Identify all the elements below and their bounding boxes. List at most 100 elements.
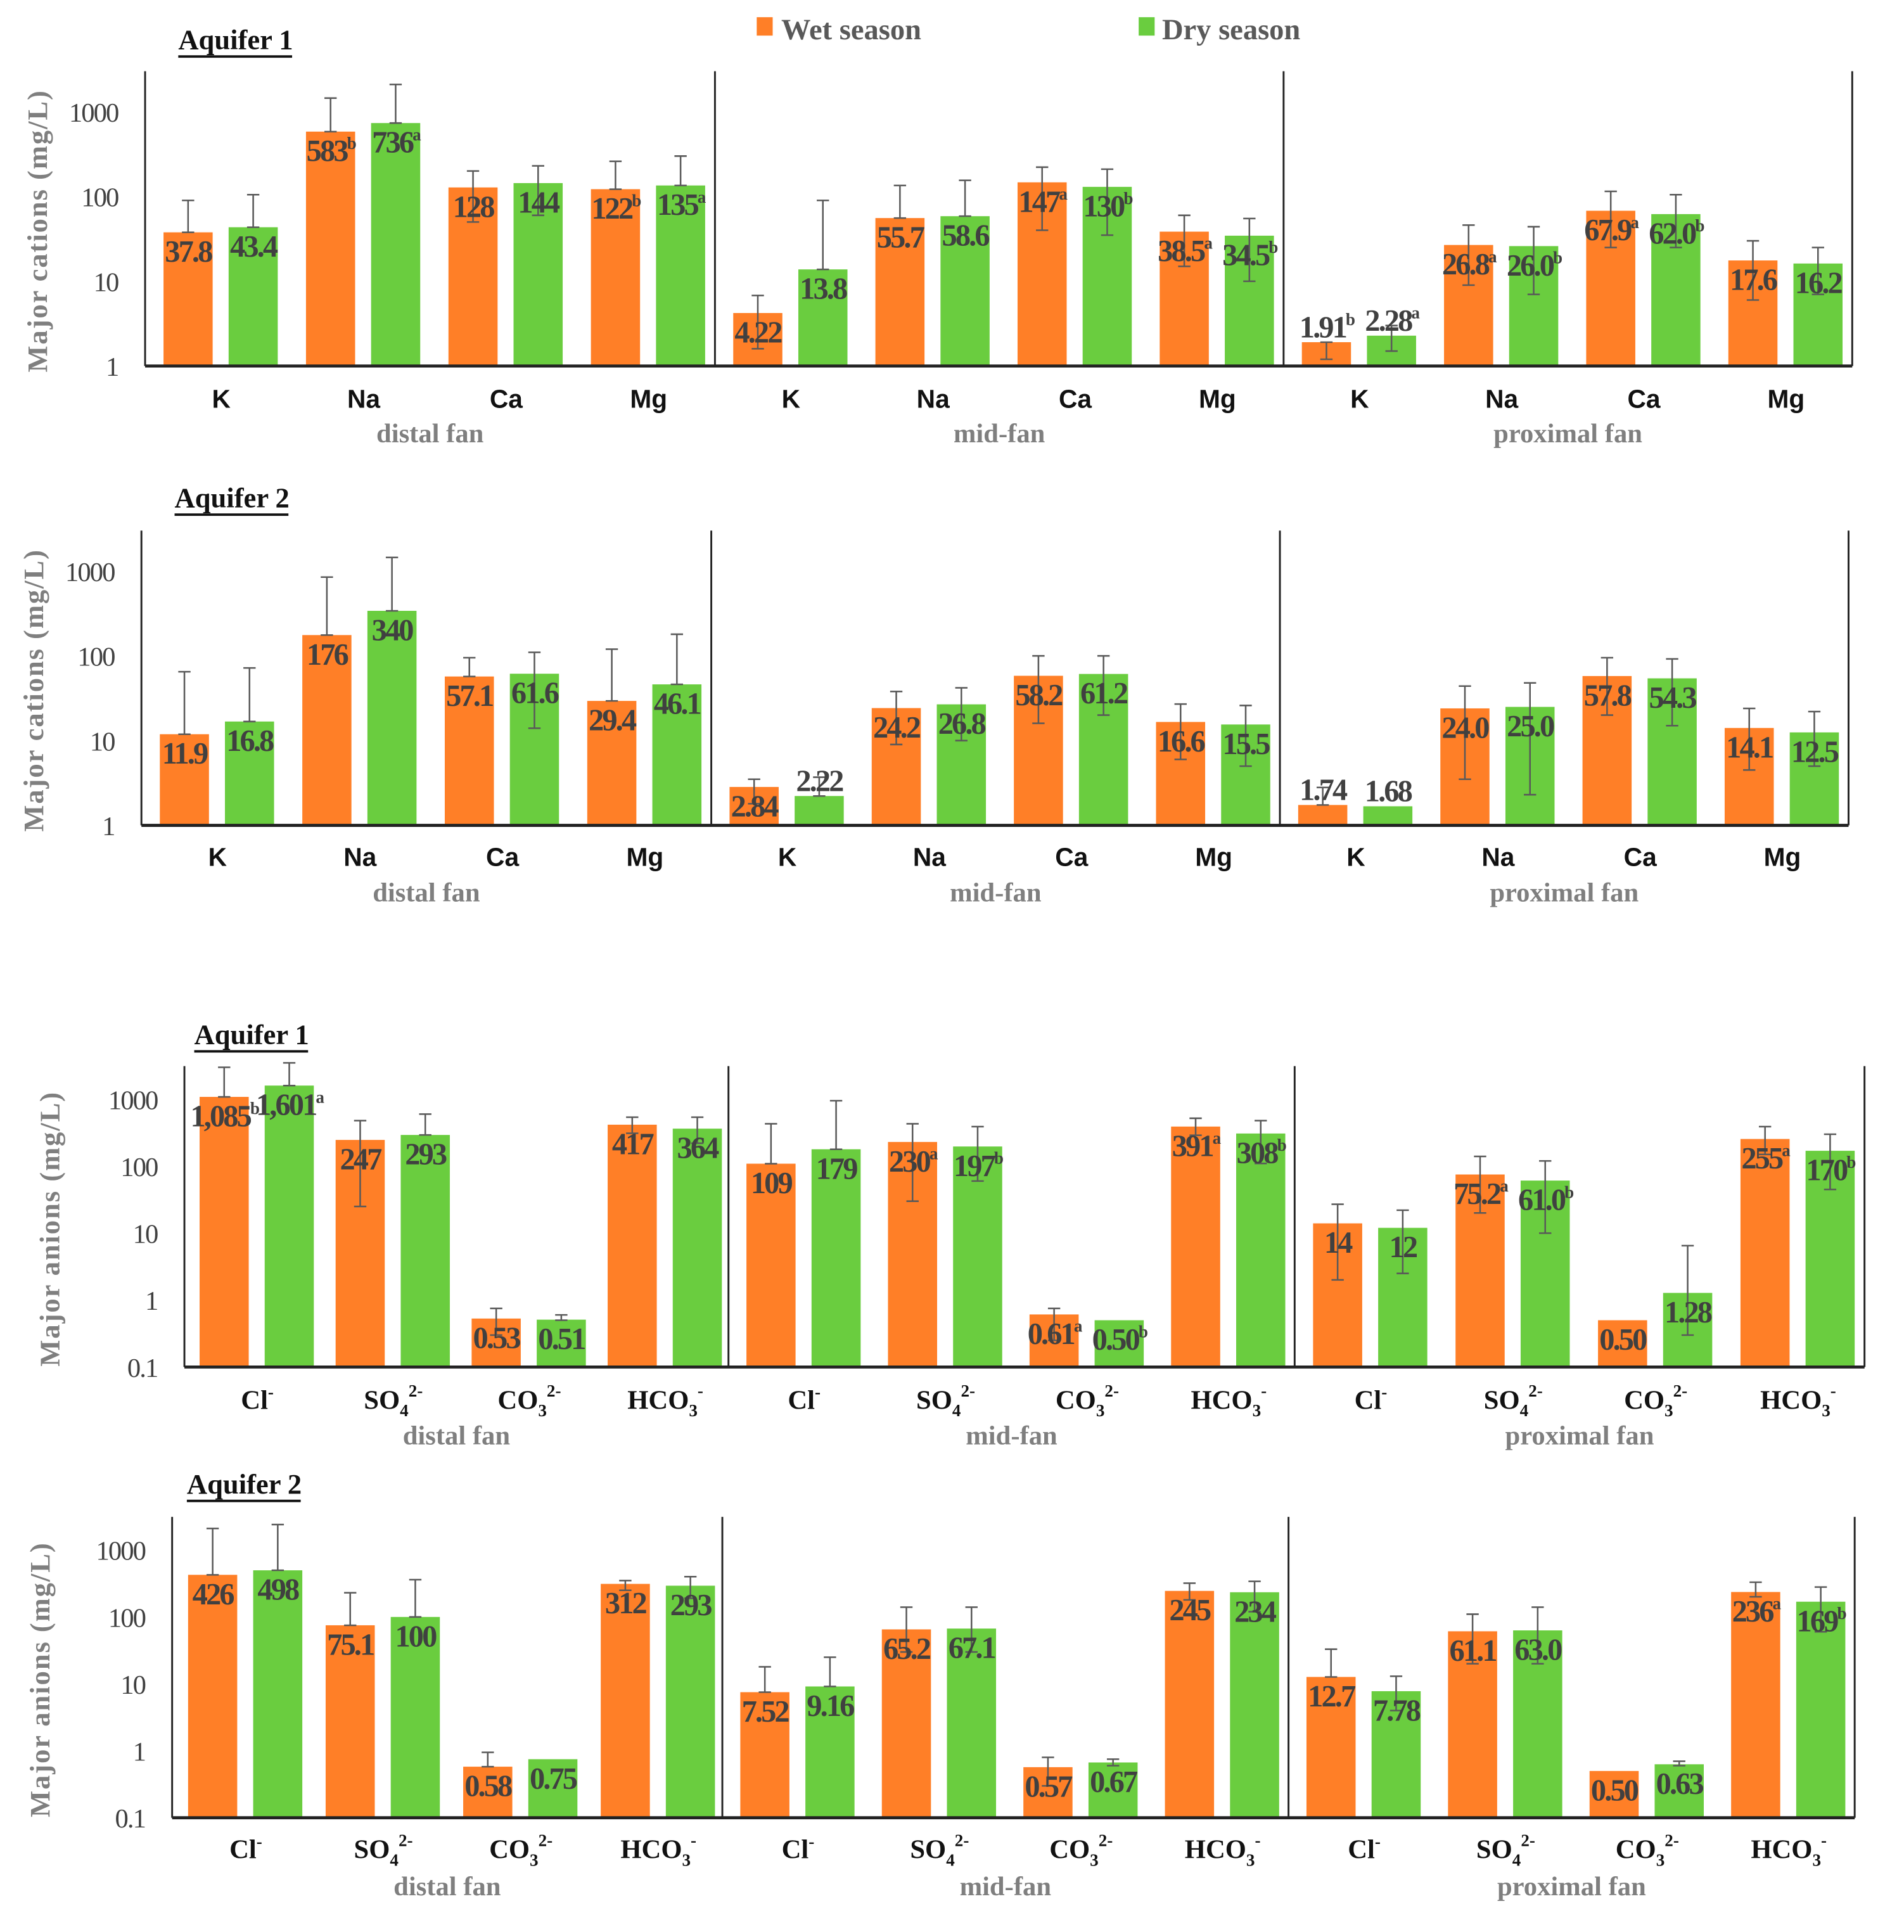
x-category-label: K [1346, 843, 1365, 872]
data-label: 15.5 [1222, 727, 1270, 761]
data-label: 43.4 [230, 230, 278, 264]
dry-season-bar [371, 123, 421, 366]
data-label: 46.1 [654, 688, 701, 721]
data-label: 364 [677, 1132, 720, 1165]
dry-season-bar [264, 1085, 314, 1367]
data-label: 230a [889, 1144, 938, 1178]
data-label: 234 [1234, 1595, 1277, 1628]
data-label: 135a [657, 188, 706, 222]
data-label: 1,085b [190, 1099, 259, 1133]
dry-season-bar [798, 269, 848, 366]
wet-season-bar [740, 1692, 789, 1818]
significance-letter: b [1846, 1153, 1855, 1172]
panel-title: Aquifer 2 [175, 482, 290, 514]
x-category-label: Mg [1767, 385, 1805, 414]
y-tick-label: 100 [108, 1603, 146, 1633]
data-label: 16.6 [1158, 725, 1205, 758]
x-category-label: Ca [490, 385, 523, 414]
significance-letter: b [1123, 189, 1132, 208]
data-label: 0.67 [1090, 1765, 1138, 1799]
legend-wet-swatch [757, 17, 773, 36]
data-label: 24.2 [873, 711, 921, 745]
dry-season-bar [795, 796, 844, 826]
x-category-label: Mg [1195, 843, 1232, 872]
data-label: 57.8 [1584, 679, 1632, 712]
legend-dry-label: Dry season [1162, 14, 1300, 46]
data-label: 58.6 [942, 219, 990, 253]
x-group-label: mid-fan [954, 419, 1045, 449]
significance-letter: a [316, 1087, 324, 1106]
x-category-label: Mg [1764, 843, 1801, 872]
significance-letter: a [1074, 1317, 1083, 1336]
dry-season-bar [672, 1129, 722, 1367]
x-category-label: SO42- [1484, 1381, 1543, 1420]
wet-season-bar [746, 1163, 796, 1367]
y-tick-label: 1 [102, 812, 114, 841]
panel-title: Aquifer 1 [178, 24, 293, 56]
data-label: 16.8 [226, 724, 274, 758]
dry-season-bar [652, 684, 702, 826]
y-axis-label: Major anions (mg/L) [34, 1091, 65, 1367]
x-category-label: CO32- [489, 1831, 553, 1869]
data-label: 14.1 [1726, 731, 1773, 764]
data-label: 109 [751, 1167, 793, 1200]
x-category-label: Cl- [788, 1383, 821, 1415]
data-label: 4.22 [734, 316, 782, 350]
wet-season-bar [325, 1625, 375, 1818]
x-category-label: K [782, 385, 800, 414]
data-label: 245 [1169, 1594, 1211, 1627]
data-label: 7.52 [742, 1695, 789, 1729]
dry-season-bar [253, 1570, 303, 1818]
wet-season-bar [587, 701, 637, 826]
significance-letter: a [1500, 1177, 1509, 1196]
y-tick-label: 1000 [65, 558, 115, 587]
data-label: 426 [193, 1578, 234, 1611]
data-label: 2.84 [731, 790, 779, 823]
data-label: 498 [257, 1573, 299, 1607]
dry-season-bar [1371, 1691, 1421, 1818]
wet-season-bar [1740, 1139, 1790, 1367]
dry-season-bar [656, 185, 705, 366]
data-label: 37.8 [165, 235, 212, 269]
x-category-label: Cl- [782, 1832, 815, 1864]
x-category-label: Mg [1199, 385, 1236, 414]
significance-letter: b [1564, 1182, 1573, 1201]
dry-season-bar [537, 1319, 586, 1367]
y-tick-label: 1000 [96, 1537, 146, 1566]
y-tick-label: 0.1 [115, 1804, 145, 1834]
x-category-label: HCO3- [1185, 1831, 1261, 1869]
significance-letter: a [1630, 213, 1639, 232]
x-group-label: distal fan [393, 1872, 501, 1902]
y-tick-label: 1000 [108, 1085, 158, 1115]
data-label: 583b [307, 134, 356, 168]
group-proximal-fan: 1.74 1.68 K 24.0 25.0 Na 57.8 54.3 Ca 14.1 12.5 Mg p… [1298, 656, 1841, 908]
data-label: 0.57 [1025, 1770, 1073, 1803]
y-tick-label: 1 [106, 352, 118, 382]
chart-panel-3: Aquifer 1 Major anions (mg/L) 0.1 1 10 100 100… [34, 1019, 1866, 1450]
wet-season-bar [1298, 805, 1348, 826]
data-label: 17.6 [1730, 264, 1777, 297]
x-group-label: proximal fan [1497, 1872, 1646, 1902]
dry-season-bar [1654, 1764, 1704, 1818]
dry-season-bar [953, 1146, 1002, 1367]
dry-season-bar [1094, 1320, 1144, 1367]
data-label: 100 [395, 1620, 437, 1653]
significance-letter: b [347, 134, 356, 153]
x-group-label: mid-fan [966, 1421, 1057, 1450]
dry-season-bar [400, 1135, 450, 1367]
significance-letter: b [1346, 310, 1355, 329]
data-label: 0.51 [538, 1322, 585, 1356]
data-label: 26.8 [938, 707, 986, 741]
x-category-label: Na [343, 843, 376, 872]
data-label: 7.78 [1373, 1694, 1421, 1727]
legend: Wet season Dry season [757, 14, 1300, 46]
group-proximal-fan: 12.7 7.78 Cl- 61.1 63.0 SO42- 0.50 0.63 CO32- 236… [1306, 1581, 1848, 1902]
y-tick-label: 1 [145, 1286, 157, 1316]
y-tick-label: 10 [120, 1670, 145, 1700]
wet-season-bar [608, 1124, 657, 1367]
